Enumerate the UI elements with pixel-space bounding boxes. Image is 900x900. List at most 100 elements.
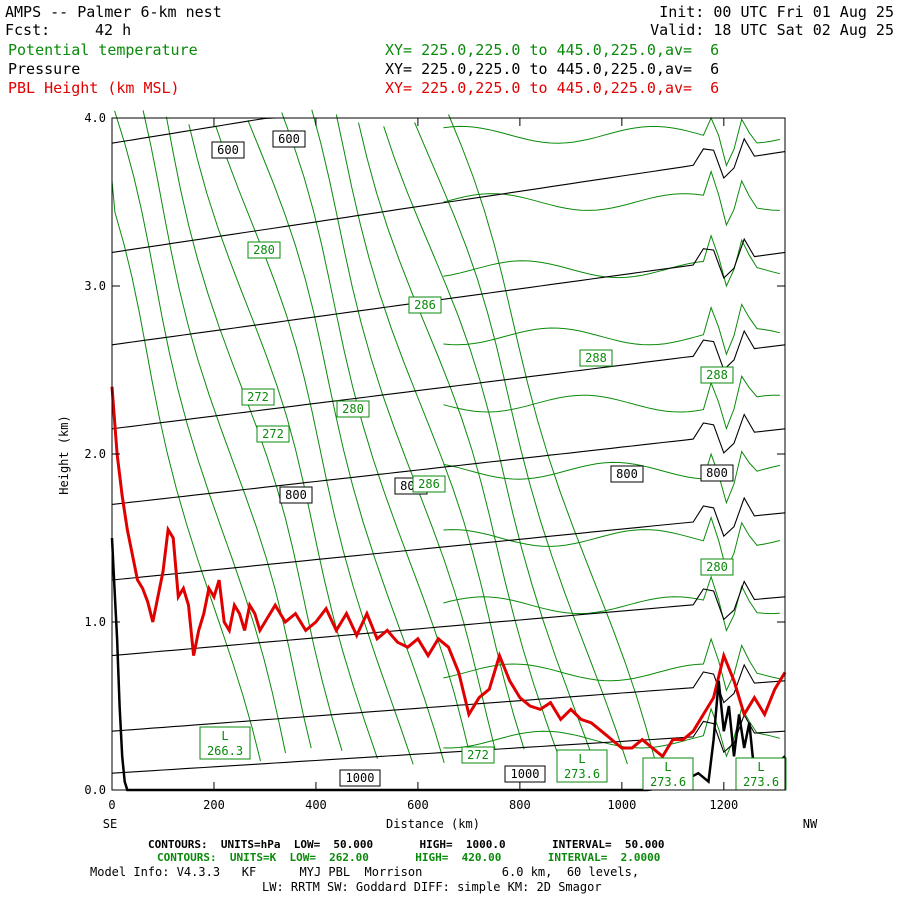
theta-contour-line: [443, 575, 780, 633]
x-axis-label: Distance (km): [386, 817, 480, 831]
y-axis-label: Height (km): [57, 415, 71, 494]
pressure-label-box: [211, 141, 245, 159]
pressure-contour-line: [111, 496, 786, 581]
y-tick-label: 3.0: [84, 279, 106, 293]
theta-label-box: [256, 425, 290, 443]
theta-contour-line: [443, 169, 780, 227]
theta-label-box: [241, 388, 275, 406]
pressure-label-box: [504, 765, 546, 783]
low-marker: L: [664, 760, 671, 774]
pressure-contour-label: 1000: [346, 771, 375, 785]
pressure-label-box: [339, 769, 381, 787]
theta-contour-line: [443, 375, 780, 431]
pressure-contour-label: 600: [217, 143, 239, 157]
theta-contour-line: [114, 110, 286, 754]
x-tick-label: 600: [407, 798, 429, 812]
theta-label-box: [461, 746, 495, 764]
x-tick-label: 800: [509, 798, 531, 812]
y-tick-label: 0.0: [84, 783, 106, 797]
theta-contour-line: [335, 114, 525, 750]
theta-contour-line: [142, 110, 312, 749]
theta-label-box: [700, 366, 734, 384]
theta-contour-line: [215, 125, 414, 765]
theta-contour-line: [247, 120, 445, 763]
theta-contour-label: 286: [414, 298, 436, 312]
theta-label-box: [247, 241, 281, 259]
pressure-contour-label: 600: [278, 132, 300, 146]
theta-contour-line: [443, 637, 781, 692]
x-tick-label: 1200: [709, 798, 738, 812]
low-label-box: [642, 757, 694, 791]
x-tick-label: 400: [305, 798, 327, 812]
pressure-label-box: [610, 465, 644, 483]
theta-label-box: [412, 475, 446, 493]
theta-label-box: [579, 349, 613, 367]
pbl-height-km-msl--line: [110, 386, 787, 759]
pressure-contour-line: [111, 413, 786, 505]
field-theta-name: Potential temperature: [8, 41, 198, 59]
theta-contour-line: [311, 109, 496, 749]
plot-frame: [111, 117, 786, 791]
x-tick-label: 0: [108, 798, 115, 812]
axis-ticks: 0.0 1.0 2.0 3.0 4.0 0 200 400 600 800 1000 1200: [84, 111, 785, 812]
theta-contour-line: [443, 234, 781, 288]
pressure-contour-line: [111, 329, 786, 430]
x-tick-label: 200: [203, 798, 225, 812]
theta-contour-label: 280: [253, 243, 275, 257]
theta-label-box: [336, 400, 370, 418]
pressure-contour-label: 800: [285, 488, 307, 502]
y-tick-label: 2.0: [84, 447, 106, 461]
theta-contour-label: 280: [706, 560, 728, 574]
footer-pressure-contours: CONTOURS: UNITS=hPa LOW= 50.000 HIGH= 10…: [148, 838, 665, 851]
init-time: Init: 00 UTC Fri 01 Aug 25: [659, 3, 894, 21]
field-pbl-xy: XY= 225.0,225.0 to 445.0,225.0,av= 6: [385, 79, 720, 97]
low-value-label: 273.6: [650, 775, 686, 789]
footer-physics-info: LW: RRTM SW: Goddard DIFF: simple KM: 2D…: [262, 880, 602, 894]
low-marker: L: [221, 729, 228, 743]
theta-contour-line: [443, 450, 781, 505]
pressure-label-box: [272, 130, 306, 148]
theta-contour-line: [383, 126, 596, 764]
theta-contour-label: 272: [467, 748, 489, 762]
valid-time: Valid: 18 UTC Sat 02 Aug 25: [650, 21, 894, 39]
low-marker: L: [578, 752, 585, 766]
theta-contour-line: [448, 114, 655, 758]
pressure-contour-line: [111, 237, 786, 346]
theta-label-box: [700, 558, 734, 576]
pressure-label-box: [700, 464, 734, 482]
theta-contour-label: 288: [706, 368, 728, 382]
forecast-label: Fcst:: [5, 21, 51, 39]
theta-contour-line: [188, 124, 378, 759]
pressure-contour-label: 1000: [511, 767, 540, 781]
theta-contour-label: 272: [247, 390, 269, 404]
y-tick-label: 1.0: [84, 615, 106, 629]
footer-theta-contours: CONTOURS: UNITS=K LOW= 262.00 HIGH= 420.…: [157, 851, 661, 864]
pressure-contour-line: [111, 137, 786, 253]
nw-end-label: NW: [803, 817, 818, 831]
footer-model-info: Model Info: V4.3.3 KF MYJ PBL Morrison 6…: [90, 865, 640, 879]
theta-label-box: [408, 296, 442, 314]
theta-contour-label: 288: [585, 351, 607, 365]
pressure-contour-line: [111, 580, 786, 657]
potential-temperature-contours: [111, 109, 781, 765]
low-marker: L: [757, 760, 764, 774]
field-pbl-name: PBL Height (km MSL): [8, 79, 180, 97]
low-label-box: [735, 757, 787, 791]
chart-title: AMPS -- Palmer 6-km nest: [5, 3, 222, 21]
field-pressure-xy: XY= 225.0,225.0 to 445.0,225.0,av= 6: [385, 60, 720, 78]
pressure-label-box: [279, 486, 313, 504]
theta-contour-label: 280: [342, 402, 364, 416]
forecast-hours: 42 h: [95, 21, 132, 39]
low-label-box: [556, 749, 608, 783]
y-tick-label: 4.0: [84, 111, 106, 125]
theta-contour-line: [414, 122, 628, 765]
low-value-label: 266.3: [207, 744, 243, 758]
theta-contour-line: [281, 112, 471, 756]
theta-contour-line: [443, 706, 781, 758]
theta-contour-label: 272: [262, 427, 284, 441]
pressure-contour-label: 800: [706, 466, 728, 480]
pressure-contour-line: [111, 663, 786, 732]
theta-contour-line: [358, 122, 560, 757]
